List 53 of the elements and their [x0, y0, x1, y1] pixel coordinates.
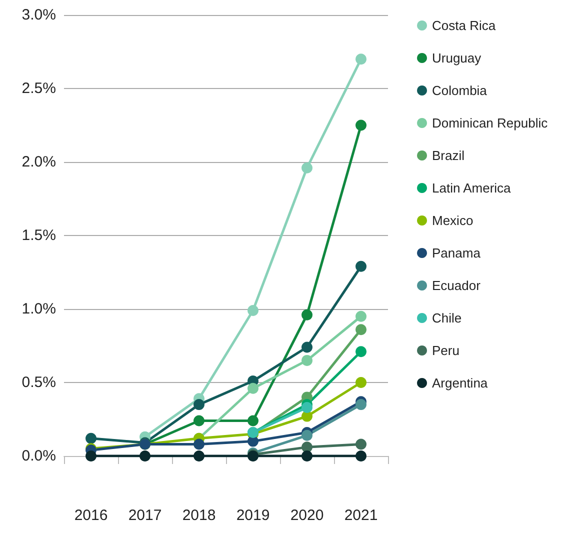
y-tick-label: 1.0% [22, 300, 56, 318]
point [302, 402, 312, 413]
point [194, 450, 204, 462]
x-tick-label: 2018 [182, 507, 216, 524]
x-tick-label: 2016 [74, 507, 108, 524]
point [356, 120, 366, 131]
point [194, 415, 204, 426]
point [356, 438, 366, 450]
point [356, 54, 366, 65]
point [248, 415, 258, 426]
point [356, 260, 366, 272]
legend-label: Uruguay [432, 50, 482, 66]
point [356, 450, 366, 462]
point [302, 430, 312, 441]
point [356, 377, 366, 388]
point [86, 450, 96, 462]
point [140, 450, 150, 462]
y-tick-label: 1.5% [22, 227, 56, 244]
x-tick-label: 2021 [344, 507, 378, 524]
point [86, 432, 96, 444]
y-tick-label: 2.5% [22, 80, 56, 97]
y-tick-label: 2.0% [22, 154, 56, 170]
point [302, 162, 312, 174]
legend-label: Colombia [432, 83, 488, 98]
legend-label: Argentina [432, 376, 488, 390]
point [302, 342, 312, 353]
legend-label: Panama [432, 246, 482, 260]
legend-label: Ecuador [432, 278, 482, 293]
legend-label: Mexico [432, 213, 474, 228]
point [302, 309, 312, 320]
point [302, 354, 312, 366]
x-tick-label: 2019 [236, 507, 270, 524]
y-tick-label: 3.0% [22, 6, 56, 24]
y-tick-label: 0.5% [22, 374, 56, 391]
legend-label: Peru [432, 343, 460, 358]
x-tick-label: 2017 [128, 507, 162, 524]
x-tick-label: 2020 [290, 507, 324, 524]
legend-label: Latin America [432, 180, 512, 196]
point [356, 399, 366, 410]
legend-label: Dominican Republic [432, 116, 548, 130]
legend-label: Costa Rica [432, 18, 496, 33]
point [356, 324, 366, 336]
point [248, 304, 258, 316]
y-tick-label: 0.0% [22, 448, 56, 464]
point [248, 382, 258, 394]
point [356, 346, 366, 358]
legend-label: Chile [432, 310, 462, 326]
point [248, 436, 258, 447]
point [194, 399, 204, 410]
point [302, 450, 312, 462]
point [356, 310, 366, 322]
point [194, 438, 204, 450]
legend-label: Brazil [432, 148, 465, 163]
